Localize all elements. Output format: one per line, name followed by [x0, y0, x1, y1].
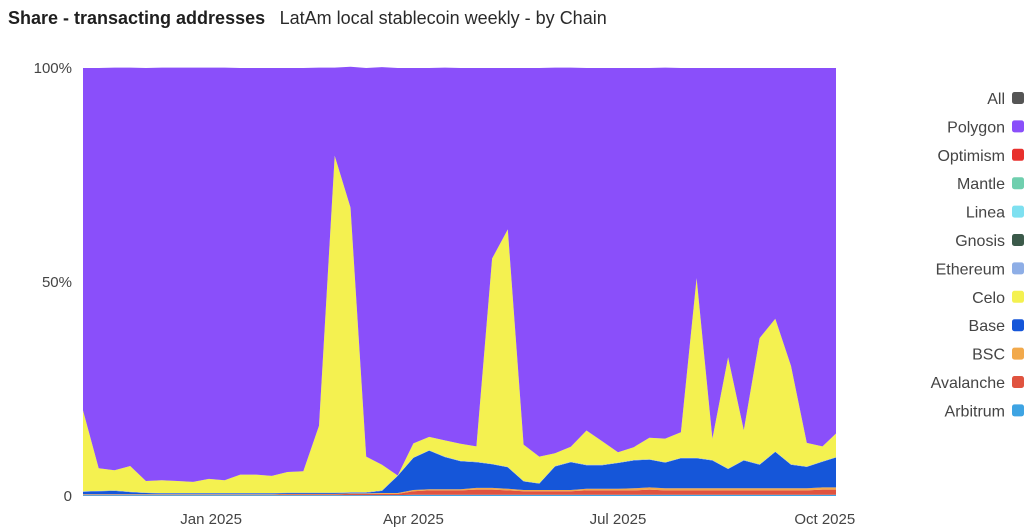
area-bsc — [83, 487, 836, 495]
legend-swatch — [1012, 290, 1024, 303]
plot-areas — [83, 66, 836, 496]
legend-label: Gnosis — [955, 233, 1005, 250]
legend-label: Mantle — [957, 176, 1005, 193]
legend-item-ethereum[interactable]: Ethereum — [936, 261, 1024, 278]
legend-swatch — [1012, 404, 1024, 417]
legend-swatch — [1012, 376, 1024, 388]
chart-title: Share - transacting addresses — [8, 8, 266, 28]
chart-header: Share - transacting addresses LatAm loca… — [8, 8, 607, 36]
legend-label: Celo — [972, 290, 1005, 307]
legend-swatch — [1012, 347, 1024, 360]
legend-swatch — [1012, 319, 1024, 332]
legend-item-gnosis[interactable]: Gnosis — [955, 233, 1024, 250]
legend-label: Optimism — [937, 148, 1005, 165]
legend-label: BSC — [972, 347, 1005, 364]
legend-item-base[interactable]: Base — [969, 318, 1024, 335]
x-tick-label: Jul 2025 — [590, 511, 647, 528]
legend-item-avalanche[interactable]: Avalanche — [931, 375, 1024, 392]
y-tick-label: 50% — [42, 274, 72, 291]
legend-label: Avalanche — [931, 375, 1006, 392]
x-tick-label: Oct 2025 — [794, 511, 855, 528]
legend-swatch — [1012, 262, 1024, 275]
y-axis: 0 50% 100% — [34, 60, 72, 505]
area-arbitrum — [83, 494, 836, 496]
legend-swatch — [1012, 92, 1024, 104]
legend-item-bsc[interactable]: BSC — [972, 347, 1024, 364]
x-tick-label: Jan 2025 — [180, 511, 242, 528]
area-celo — [83, 155, 836, 493]
legend-item-mantle[interactable]: Mantle — [957, 176, 1024, 193]
legend-swatch — [1012, 148, 1024, 161]
legend-item-arbitrum[interactable]: Arbitrum — [945, 403, 1024, 420]
y-tick-label: 100% — [34, 60, 72, 77]
y-tick-label: 0 — [64, 488, 72, 505]
legend-item-linea[interactable]: Linea — [966, 205, 1024, 222]
x-tick-label: Apr 2025 — [383, 511, 444, 528]
legend-swatch — [1012, 205, 1024, 218]
chart-subtitle: LatAm local stablecoin weekly - by Chain — [279, 8, 607, 28]
legend-item-all[interactable]: All — [987, 91, 1024, 108]
area-polygon — [83, 66, 836, 482]
legend-label: All — [987, 91, 1005, 108]
legend-label: Ethereum — [936, 261, 1005, 278]
area-avalanche — [83, 489, 836, 496]
legend-swatch — [1012, 120, 1024, 133]
legend-label: Arbitrum — [945, 403, 1005, 420]
x-axis: Jan 2025 Apr 2025 Jul 2025 Oct 2025 — [180, 511, 855, 528]
legend-item-optimism[interactable]: Optimism — [937, 148, 1024, 165]
legend-label: Polygon — [947, 119, 1005, 136]
legend-item-polygon[interactable]: Polygon — [947, 119, 1024, 136]
area-base — [83, 450, 836, 495]
legend-item-celo[interactable]: Celo — [972, 290, 1024, 307]
legend-swatch — [1012, 177, 1024, 190]
legend-label: Linea — [966, 205, 1005, 222]
legend-swatch — [1012, 234, 1024, 246]
legend-label: Base — [969, 318, 1006, 335]
legend: All Polygon Optimism Mantle Linea Gnosis Ether… — [931, 91, 1024, 420]
